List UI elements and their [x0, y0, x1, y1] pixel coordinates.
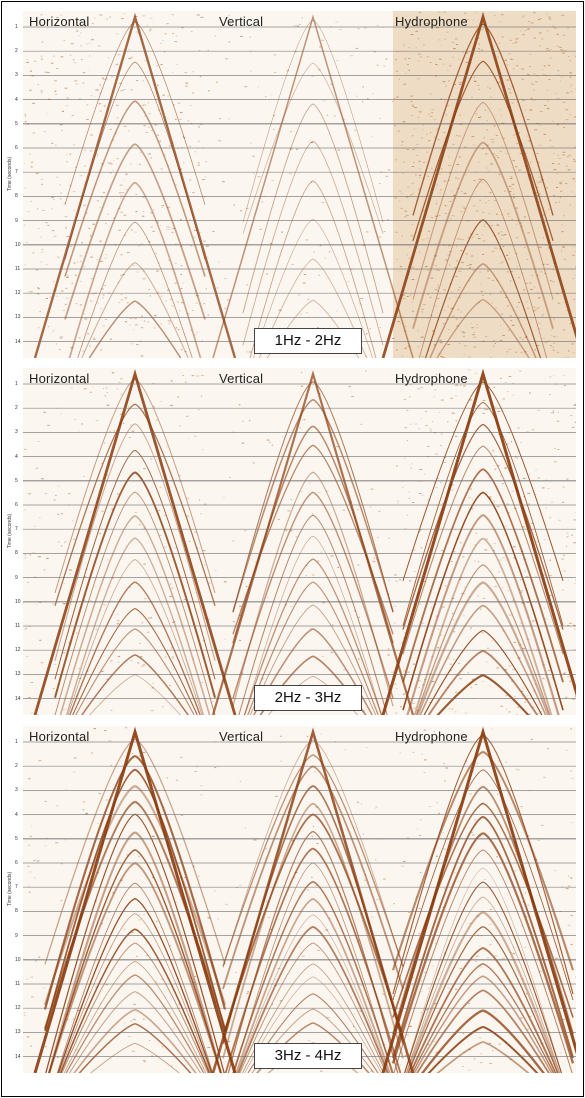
- time-tick-label: 3: [15, 787, 18, 794]
- time-tick-label: 9: [15, 217, 18, 224]
- time-tick-label: 7: [15, 884, 18, 891]
- seismic-gather-2: [23, 368, 576, 715]
- time-tick-label: 11: [15, 266, 21, 272]
- time-tick-label: 3: [15, 72, 18, 79]
- seismic-gather-3: [23, 726, 576, 1073]
- time-tick-label: 2: [15, 763, 18, 770]
- time-tick-label: 8: [15, 550, 18, 557]
- time-tick-label: 5: [15, 120, 18, 127]
- label-hydrophone: Hydrophone: [395, 371, 468, 386]
- label-horizontal: Horizontal: [29, 729, 90, 744]
- time-tick-label: 4: [15, 453, 18, 460]
- gather-panel-2hz-3hz: Horizontal Vertical Hydrophone 2Hz - 3Hz: [23, 368, 576, 715]
- time-tick-label: 11: [15, 981, 21, 987]
- time-tick-label: 10: [15, 241, 21, 248]
- time-tick-label: 14: [15, 338, 21, 345]
- time-tick-label: 3: [15, 429, 18, 436]
- time-tick-label: 6: [15, 145, 18, 151]
- time-tick-label: 8: [15, 193, 18, 200]
- time-tick-label: 12: [15, 1005, 21, 1012]
- time-tick-label: 2: [15, 405, 18, 412]
- gather-panel-3hz-4hz: Horizontal Vertical Hydrophone 3Hz - 4Hz: [23, 726, 576, 1073]
- seismic-gather-1: [23, 11, 576, 358]
- time-tick-label: 10: [15, 956, 21, 963]
- gather-panel-1hz-2hz: Horizontal Vertical Hydrophone 1Hz - 2Hz: [23, 11, 576, 358]
- time-tick-label: 13: [15, 671, 21, 678]
- time-tick-label: 5: [15, 835, 18, 842]
- label-hydrophone: Hydrophone: [395, 729, 468, 744]
- time-tick-label: 14: [15, 1053, 21, 1060]
- time-axis-3: Time (seconds) 1 2 3 4 5 6 7 8 9 10 11 12 13 14: [2, 726, 23, 1073]
- time-tick-label: 9: [15, 574, 18, 581]
- time-axis-2: Time (seconds) 1 2 3 4 5 6 7 8 9 10 11 12 13 14: [2, 368, 23, 715]
- time-tick-label: 13: [15, 314, 21, 321]
- y-axis-label: Time (seconds): [7, 156, 13, 192]
- time-tick-label: 2: [15, 48, 18, 55]
- time-tick-label: 4: [15, 811, 18, 818]
- time-tick-label: 14: [15, 695, 21, 702]
- frequency-band-label: 3Hz - 4Hz: [254, 1043, 362, 1069]
- time-tick-label: 9: [15, 932, 18, 939]
- label-horizontal: Horizontal: [29, 14, 90, 29]
- label-horizontal: Horizontal: [29, 371, 90, 386]
- time-tick-label: 7: [15, 526, 18, 533]
- time-tick-label: 4: [15, 96, 18, 103]
- time-tick-label: 12: [15, 290, 21, 297]
- time-tick-label: 12: [15, 647, 21, 654]
- time-tick-label: 10: [15, 598, 21, 605]
- time-tick-label: 1: [15, 739, 18, 745]
- time-tick-label: 13: [15, 1029, 21, 1036]
- label-vertical: Vertical: [219, 729, 264, 744]
- time-tick-label: 11: [15, 623, 21, 629]
- time-tick-label: 1: [15, 24, 18, 30]
- frequency-band-label: 2Hz - 3Hz: [254, 685, 362, 711]
- y-axis-label: Time (seconds): [7, 871, 13, 907]
- time-tick-label: 5: [15, 477, 18, 484]
- time-tick-label: 6: [15, 502, 18, 508]
- label-vertical: Vertical: [219, 371, 264, 386]
- frequency-band-label: 1Hz - 2Hz: [254, 328, 362, 354]
- label-vertical: Vertical: [219, 14, 264, 29]
- time-tick-label: 7: [15, 169, 18, 176]
- time-tick-label: 1: [15, 381, 18, 387]
- time-tick-label: 6: [15, 860, 18, 866]
- time-tick-label: 8: [15, 908, 18, 915]
- y-axis-label: Time (seconds): [7, 513, 13, 549]
- time-axis-1: Time (seconds) 1 2 3 4 5 6 7 8 9 10 11 12 13 14: [2, 11, 23, 358]
- label-hydrophone: Hydrophone: [395, 14, 468, 29]
